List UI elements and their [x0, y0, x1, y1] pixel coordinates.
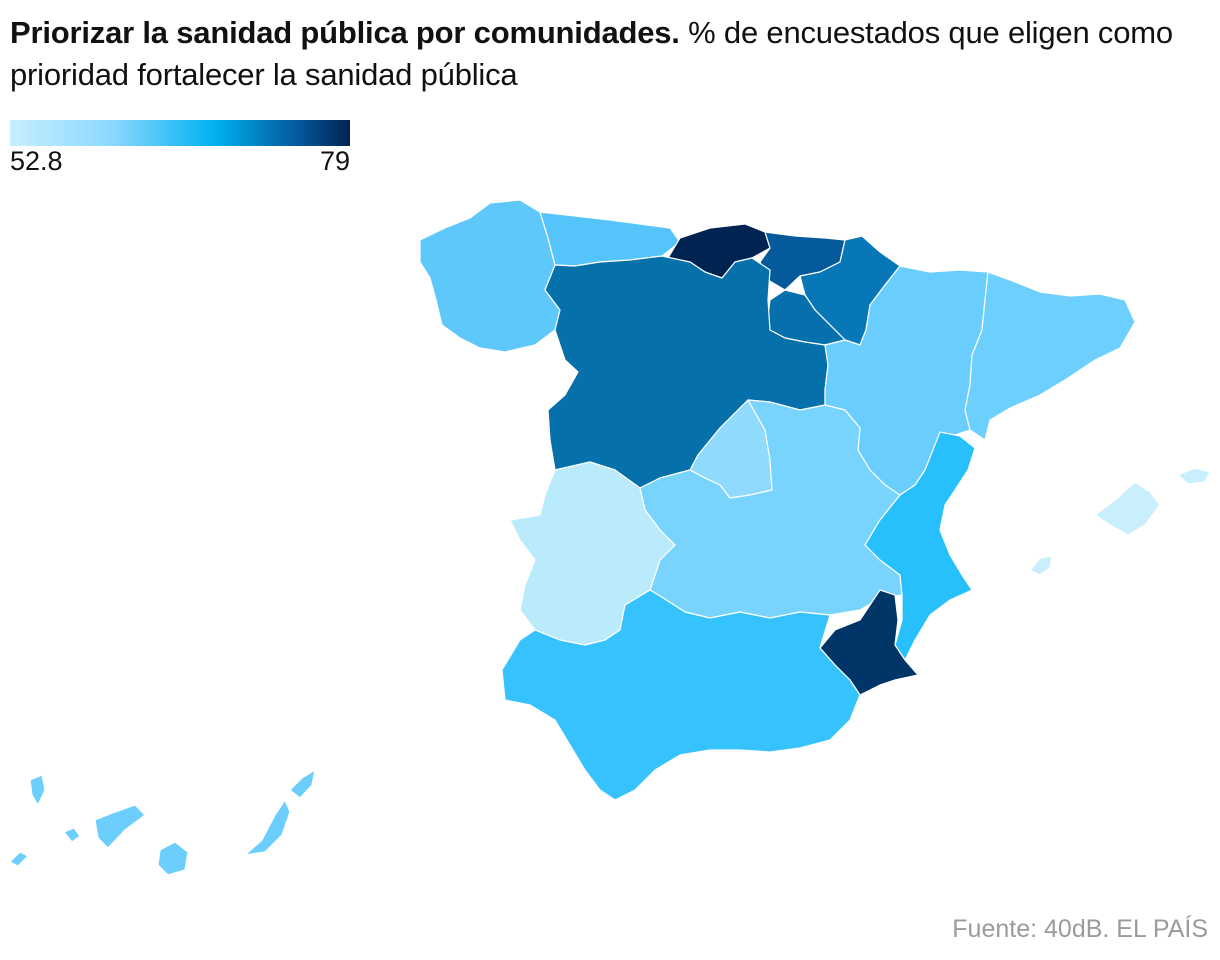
- region-andalucia[interactable]: [501, 589, 861, 801]
- legend-min-label: 52.8: [10, 146, 63, 176]
- region-canarias-lanzarote[interactable]: [289, 769, 316, 799]
- region-valencia[interactable]: [864, 431, 976, 661]
- title-bold: Priorizar la sanidad pública por comunid…: [10, 15, 680, 50]
- region-canarias-la-gomera[interactable]: [63, 827, 81, 843]
- legend-gradient-bar: [10, 120, 350, 146]
- region-baleares-mallorca[interactable]: [1094, 481, 1161, 536]
- region-baleares-ibiza[interactable]: [1029, 555, 1053, 576]
- color-legend: 52.8 79: [10, 120, 350, 176]
- region-cataluna[interactable]: [964, 271, 1136, 441]
- region-canarias-la-palma[interactable]: [29, 774, 46, 806]
- region-baleares-menorca[interactable]: [1177, 467, 1211, 485]
- source-note: Fuente: 40dB. EL PAÍS: [952, 915, 1208, 943]
- region-murcia[interactable]: [819, 589, 919, 696]
- region-canarias-el-hierro[interactable]: [9, 851, 29, 867]
- region-canarias-gran-canaria[interactable]: [157, 841, 189, 876]
- region-galicia[interactable]: [419, 199, 561, 353]
- chart-title: Priorizar la sanidad pública por comunid…: [10, 12, 1200, 96]
- region-canarias-tenerife[interactable]: [94, 804, 146, 849]
- legend-max-label: 79: [319, 146, 350, 176]
- title-subtitle: % de encuestados que eligen como priorid…: [10, 15, 1173, 92]
- region-canarias-fuerteventura[interactable]: [244, 799, 291, 856]
- legend-labels: 52.8 79: [10, 146, 350, 176]
